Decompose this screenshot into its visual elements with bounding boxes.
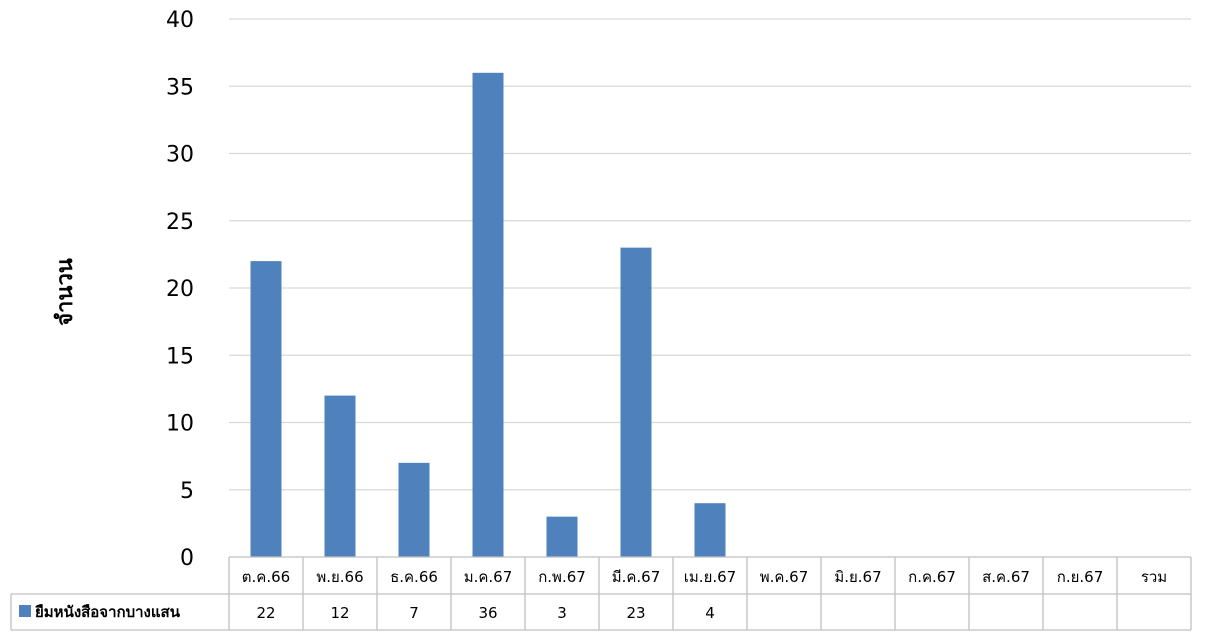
bar [324, 395, 356, 557]
x-tick-label: รวม [1141, 568, 1167, 586]
bar [472, 72, 504, 558]
y-tick-label: 25 [166, 210, 194, 235]
x-tick-label: ก.ค.67 [908, 568, 956, 586]
data-label: 12 [330, 604, 349, 622]
y-tick-label: 10 [166, 412, 194, 437]
x-tick-label: เม.ย.67 [684, 568, 736, 586]
legend-swatch [19, 605, 31, 617]
bar [546, 516, 578, 557]
y-tick-label: 40 [166, 8, 194, 33]
y-tick-label: 0 [180, 546, 194, 571]
bar [250, 261, 282, 557]
y-tick-label: 20 [166, 277, 194, 302]
data-label: 3 [557, 604, 567, 622]
data-label: 36 [478, 604, 497, 622]
y-axis-title: จำนวน [53, 258, 78, 326]
legend-label: ยืมหนังสือจากบางแสน [35, 603, 181, 621]
x-tick-label: พ.ย.66 [316, 568, 363, 586]
bar [620, 247, 652, 557]
x-tick-label: พ.ค.67 [760, 568, 809, 586]
y-tick-label: 30 [166, 143, 194, 168]
y-tick-label: 15 [166, 344, 194, 369]
data-label: 22 [256, 604, 275, 622]
bars [250, 72, 726, 558]
x-tick-label: ต.ค.66 [242, 568, 290, 586]
bar [398, 462, 430, 557]
bar [694, 503, 726, 557]
y-tick-label: 5 [180, 479, 194, 504]
x-tick-label: มี.ค.67 [612, 568, 661, 586]
data-label: 7 [409, 604, 419, 622]
data-label: 4 [705, 604, 715, 622]
gridlines [229, 18, 1191, 491]
x-tick-label: ก.พ.67 [538, 568, 586, 586]
y-axis-ticks: 0 5 10 15 20 25 30 35 40 [166, 8, 194, 571]
x-tick-label: มิ.ย.67 [834, 568, 881, 586]
x-tick-label: ธ.ค.66 [390, 568, 438, 586]
x-tick-label: ม.ค.67 [464, 568, 513, 586]
data-label: 23 [626, 604, 645, 622]
data-table: ต.ค.66 พ.ย.66 ธ.ค.66 ม.ค.67 ก.พ.67 มี.ค.67 เม.… [10, 556, 1192, 631]
y-tick-label: 35 [166, 75, 194, 100]
x-tick-label: ส.ค.67 [982, 568, 1030, 586]
x-tick-label: ก.ย.67 [1057, 568, 1104, 586]
